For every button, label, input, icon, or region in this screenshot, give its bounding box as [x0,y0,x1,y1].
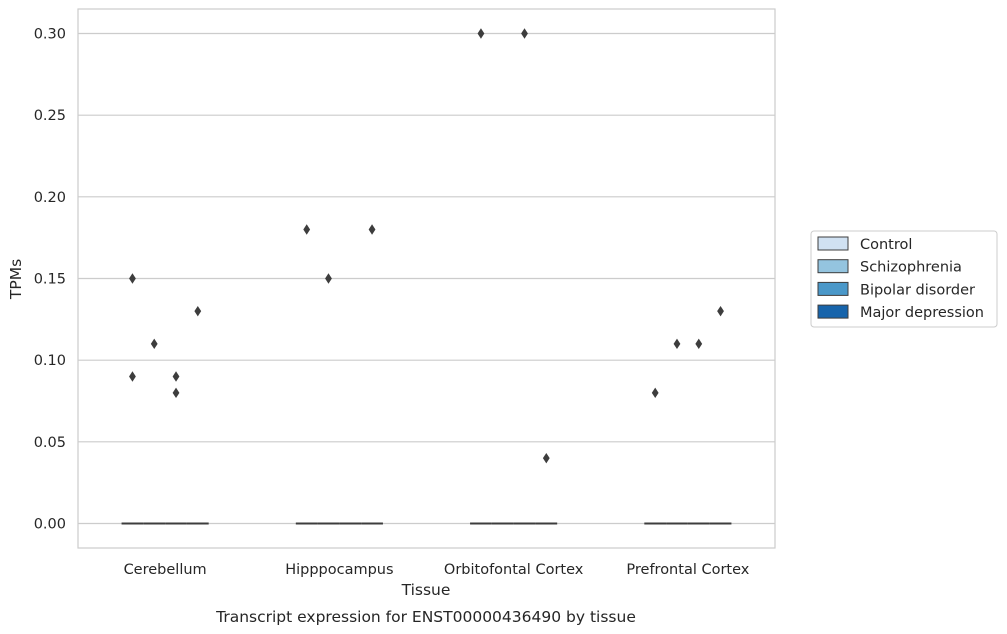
x-tick-label-prefrontal-cortex: Prefrontal Cortex [626,562,749,578]
outlier-layer [129,28,724,464]
legend-frame [810,230,998,328]
outlier-point-hipppocampus-control [303,224,311,235]
outlier-point-hipppocampus-major-depression [368,224,376,235]
y-tick-label: 0.00 [34,517,66,533]
outlier-point-hipppocampus-schizophrenia [325,273,332,284]
outlier-point-prefrontal-cortex-control [651,387,659,399]
x-tick-label-orbitofontal-cortex: Orbitofontal Cortex [444,562,584,578]
outlier-point-prefrontal-cortex-major-depression [717,305,724,317]
outlier-point-cerebellum-control [129,273,136,284]
legend: Control Schizophrenia Bipolar disorder Majo… [810,230,998,328]
outlier-point-cerebellum-bipolar-disorder [172,387,180,399]
x-tick-label-cerebellum: Cerebellum [124,562,207,578]
chart-caption: Transcript expression for ENST0000043649… [215,608,636,626]
legend-swatch-bipolar-disorder [817,281,849,296]
outlier-point-cerebellum-major-depression [194,305,202,317]
y-tick-label: 0.15 [34,272,66,288]
outlier-point-orbitofontal-cortex-control [477,28,485,39]
legend-swatch-schizophrenia [817,259,849,274]
outlier-point-orbitofontal-cortex-bipolar-disorder [521,28,528,39]
gridlines [78,32,775,525]
outlier-point-cerebellum-bipolar-disorder [172,371,180,382]
y-axis-label: TPMs [7,259,25,300]
y-tick-label: 0.05 [34,435,66,451]
y-tick-label: 0.10 [34,353,66,369]
y-tick-labels: 0.00 0.05 0.10 0.15 0.20 0.25 0.30 [34,27,66,533]
y-tick-label: 0.30 [34,27,66,43]
legend-label-schizophrenia: Schizophrenia [860,260,962,276]
legend-label-control: Control [860,237,912,253]
outlier-point-cerebellum-control [129,371,136,382]
outlier-point-prefrontal-cortex-schizophrenia [673,338,681,350]
x-tick-label-hipppocampus: Hipppocampus [285,562,393,578]
legend-label-bipolar-disorder: Bipolar disorder [860,282,975,298]
legend-label-major-depression: Major depression [860,305,984,321]
outlier-point-prefrontal-cortex-bipolar-disorder [695,338,703,350]
outlier-point-orbitofontal-cortex-major-depression [542,452,550,464]
plot-frame [77,8,776,549]
outlier-point-cerebellum-schizophrenia [150,338,158,350]
y-tick-label: 0.20 [34,190,66,206]
legend-swatch-major-depression [817,304,849,319]
legend-swatch-control [817,236,849,251]
y-tick-label: 0.25 [34,108,66,124]
x-tick-labels: Cerebellum Hipppocampus Orbitofontal Corte… [124,562,750,578]
x-axis-label: Tissue [401,581,451,599]
